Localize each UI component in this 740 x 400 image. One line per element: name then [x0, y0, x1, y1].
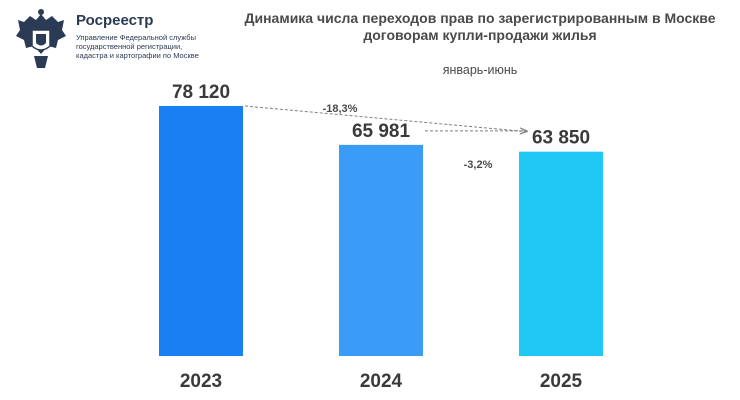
chart-subtitle: январь-июнь — [442, 63, 518, 77]
bar-2025 — [519, 151, 603, 356]
annotation-label-2023-2025: -18,3% — [323, 103, 358, 115]
brand-name: Росреестр — [76, 12, 154, 29]
bar-2023 — [159, 106, 243, 357]
category-label-2023: 2023 — [180, 371, 222, 392]
rosreestr-logo: Росреестр Управление Федеральной службы … — [12, 8, 212, 78]
category-label-2025: 2025 — [540, 371, 583, 392]
category-label-2024: 2024 — [360, 371, 403, 392]
emblem-icon — [16, 9, 66, 68]
value-label-2025: 63 850 — [532, 128, 590, 149]
annotation-arrow-2023-2025 — [244, 105, 527, 132]
bar-2024 — [339, 144, 423, 356]
value-label-2023: 78 120 — [172, 82, 230, 103]
annotation-label-2024-2025: -3,2% — [464, 159, 493, 171]
value-label-2024: 65 981 — [352, 121, 411, 142]
chart-title: Динамика числа переходов прав по зарегис… — [244, 10, 716, 43]
brand-subtitle: Управление Федеральной службы государств… — [76, 33, 199, 60]
